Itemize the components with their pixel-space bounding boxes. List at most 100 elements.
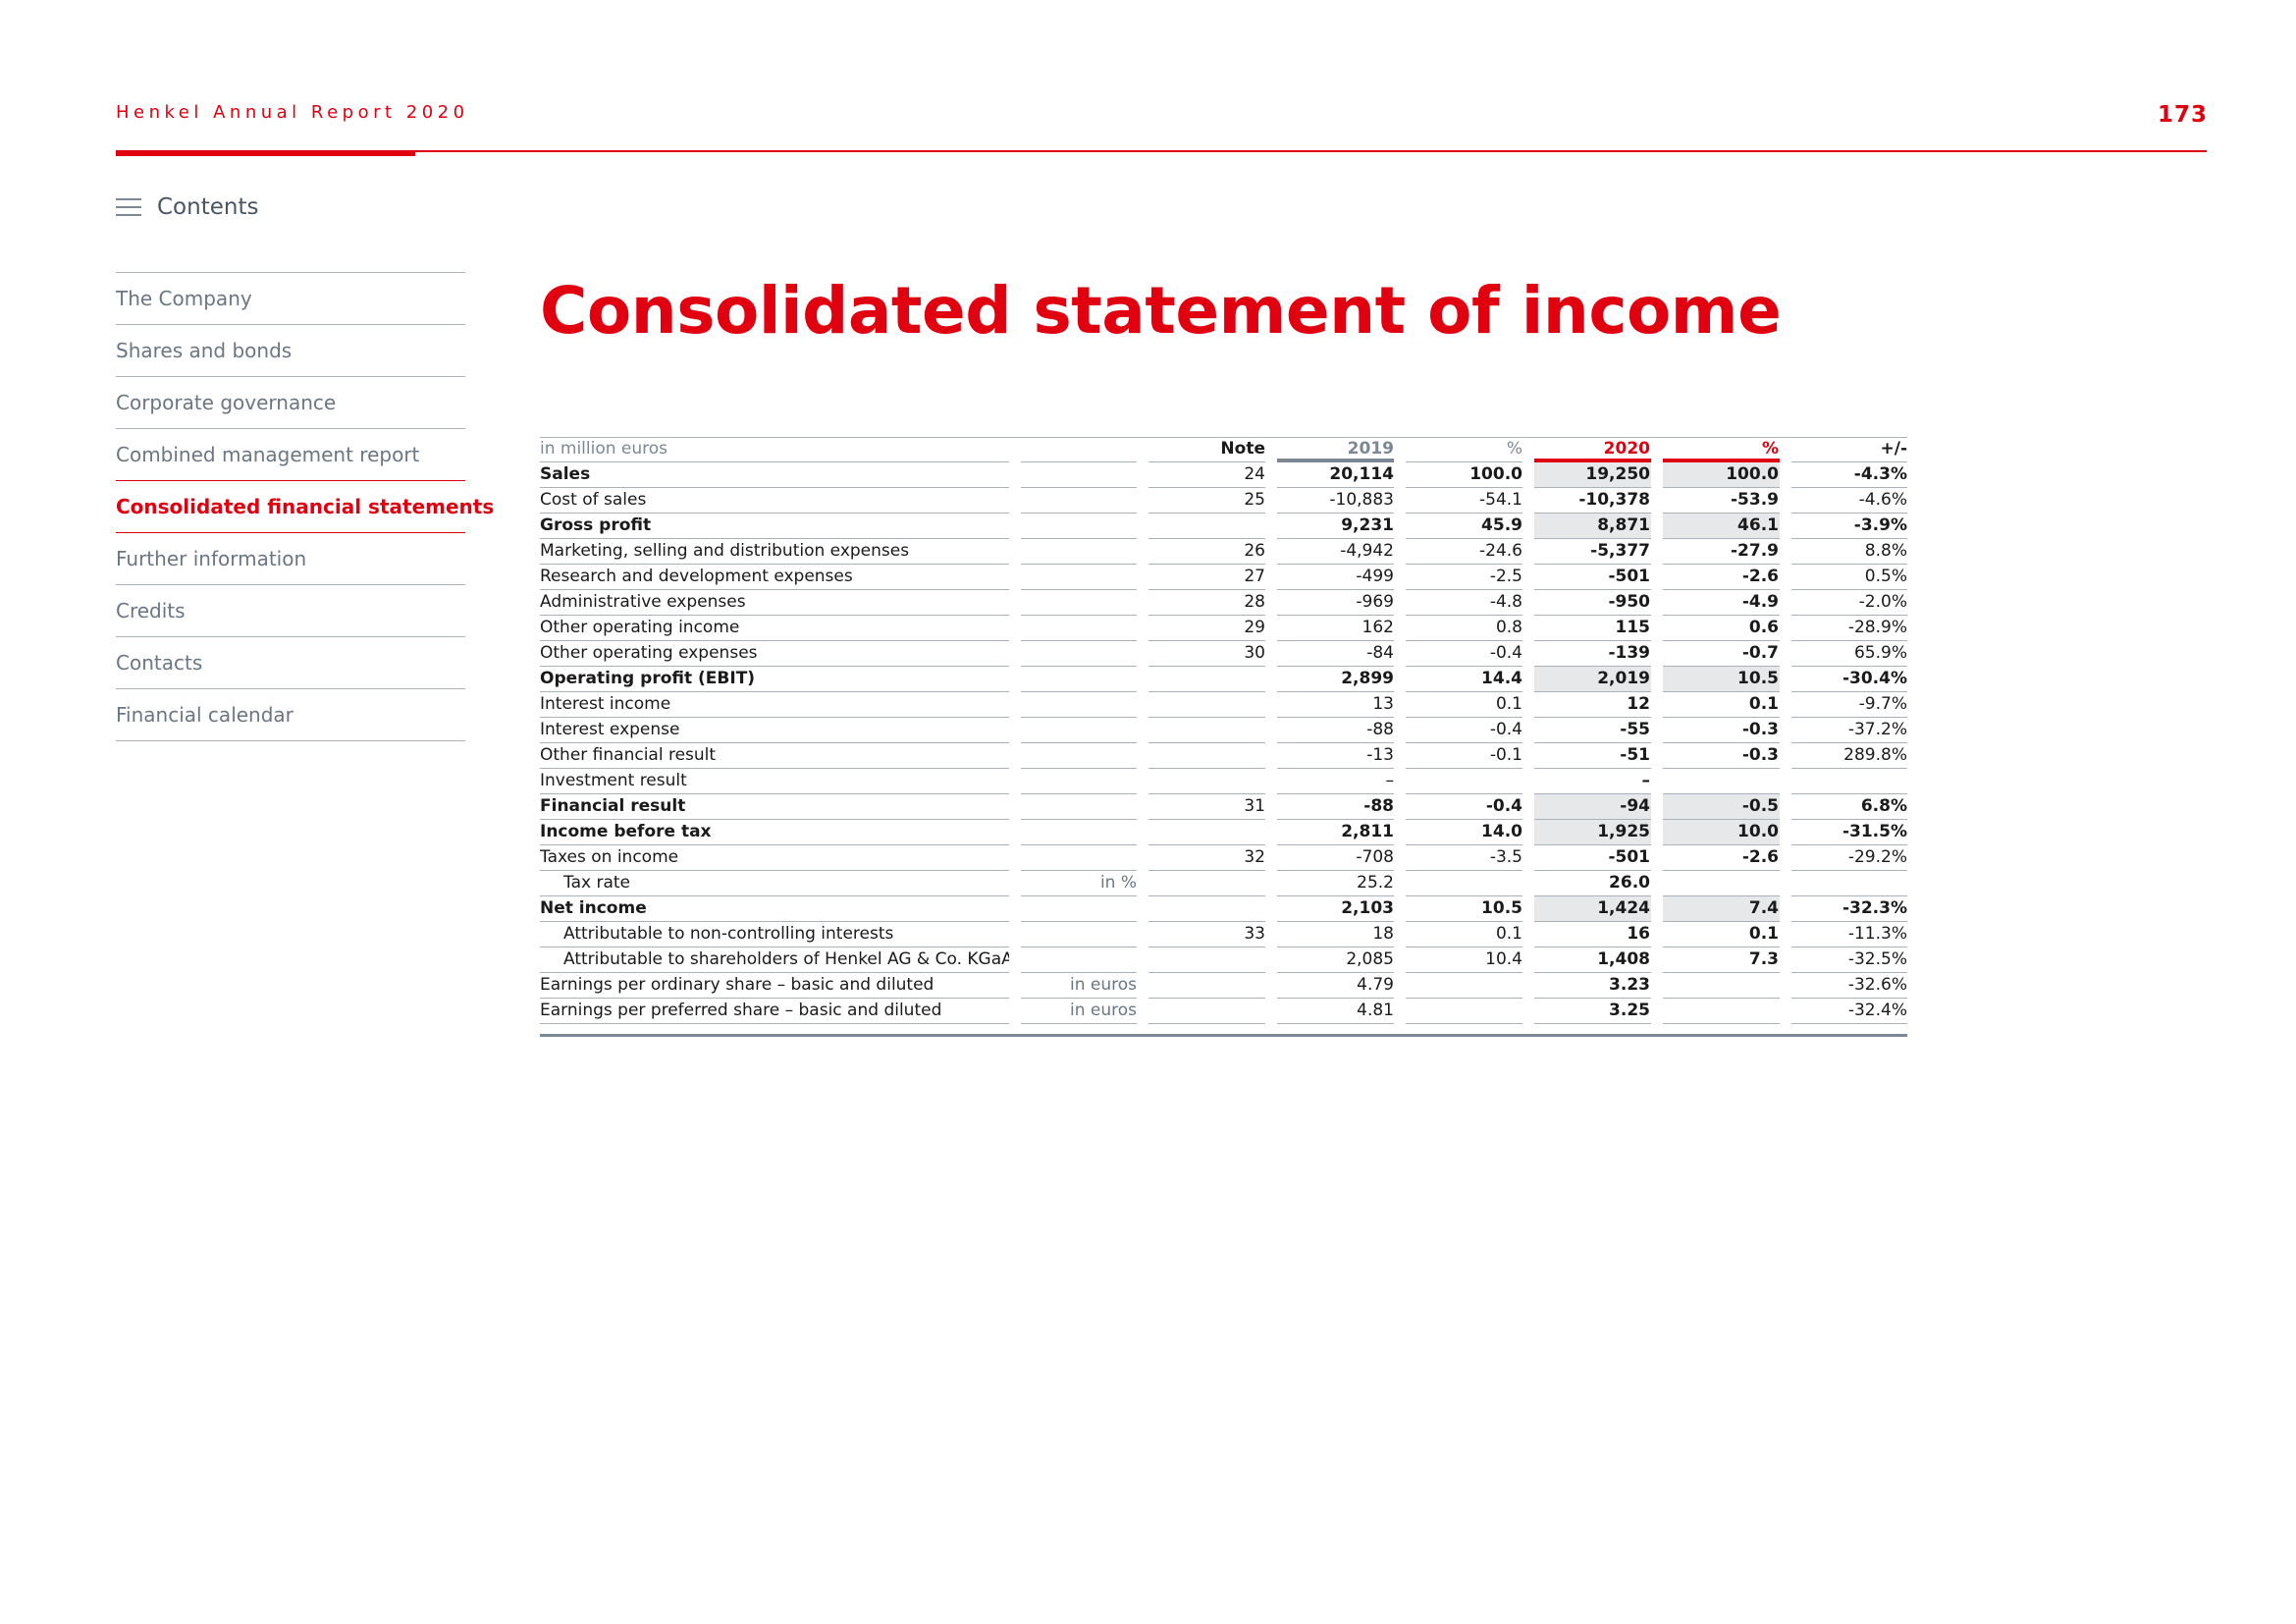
change-value: -4.3% bbox=[1791, 462, 1907, 488]
row-note bbox=[1148, 820, 1265, 845]
contents-button[interactable]: Contents bbox=[116, 194, 258, 220]
value-2020: -10,378 bbox=[1534, 488, 1651, 514]
percent-2019: 14.4 bbox=[1406, 667, 1522, 692]
value-2019: 2,899 bbox=[1277, 667, 1394, 692]
table-row: Cost of sales 25 -10,883 -54.1 -10,378 -53.9-… bbox=[540, 488, 1907, 514]
row-unit bbox=[1021, 896, 1137, 922]
table-row: Administrative expenses 28 -969 -4.8 -950 -4.… bbox=[540, 590, 1907, 616]
table-row: Other operating income 29 162 0.8 115 0.6 -28.… bbox=[540, 616, 1907, 641]
row-unit bbox=[1021, 922, 1137, 947]
percent-2019: -54.1 bbox=[1406, 488, 1522, 514]
row-label: Net income bbox=[540, 896, 1009, 922]
row-label: Interest expense bbox=[540, 718, 1009, 743]
sidebar-item-shares-and-bonds[interactable]: Shares and bonds bbox=[116, 324, 465, 376]
sidebar-item-financial-calendar[interactable]: Financial calendar bbox=[116, 688, 465, 740]
row-note bbox=[1148, 514, 1265, 539]
percent-2019: -0.1 bbox=[1406, 743, 1522, 769]
value-2019: -499 bbox=[1277, 565, 1394, 590]
row-note bbox=[1148, 718, 1265, 743]
row-label: Taxes on income bbox=[540, 845, 1009, 871]
percent-2019: 0.1 bbox=[1406, 692, 1522, 718]
change-value: -37.2% bbox=[1791, 718, 1907, 743]
table-row: Other financial result -13 -0.1 -51 -0.3 289.… bbox=[540, 743, 1907, 769]
table-row: Financial result 31 -88 -0.4 -94 -0.5 6.8% bbox=[540, 794, 1907, 820]
sidebar-item-credits[interactable]: Credits bbox=[116, 584, 465, 636]
header-units: in million euros bbox=[540, 437, 1009, 462]
report-title: Henkel Annual Report 2020 bbox=[116, 102, 469, 123]
row-label: Gross profit bbox=[540, 514, 1009, 539]
row-label: Earnings per preferred share – basic and… bbox=[540, 999, 1009, 1024]
table-row: Interest income 13 0.1 12 0.1 -9.7% bbox=[540, 692, 1907, 718]
value-2020: -501 bbox=[1534, 565, 1651, 590]
sidebar-item-consolidated-financial-statements[interactable]: Consolidated financial statements bbox=[116, 480, 494, 532]
row-label: Administrative expenses bbox=[540, 590, 1009, 616]
row-label: Attributable to shareholders of Henkel A… bbox=[540, 947, 1009, 973]
percent-2019: 10.5 bbox=[1406, 896, 1522, 922]
row-unit: in % bbox=[1021, 871, 1137, 896]
change-value bbox=[1791, 769, 1907, 794]
row-note: 29 bbox=[1148, 616, 1265, 641]
row-label: Sales bbox=[540, 462, 1009, 488]
percent-2020 bbox=[1663, 769, 1780, 794]
value-2019: -10,883 bbox=[1277, 488, 1394, 514]
value-2019: -4,942 bbox=[1277, 539, 1394, 565]
percent-2019: -2.5 bbox=[1406, 565, 1522, 590]
row-note: 33 bbox=[1148, 922, 1265, 947]
header-pct-2020: % bbox=[1663, 437, 1780, 462]
sidebar-item-the-company[interactable]: The Company bbox=[116, 272, 465, 324]
header-2019: 2019 bbox=[1277, 437, 1394, 462]
page-number: 173 bbox=[2157, 102, 2208, 128]
value-2020: 8,871 bbox=[1534, 514, 1651, 539]
row-note bbox=[1148, 692, 1265, 718]
row-unit bbox=[1021, 769, 1137, 794]
percent-2019: -0.4 bbox=[1406, 718, 1522, 743]
percent-2019: -0.4 bbox=[1406, 641, 1522, 667]
table-row: Earnings per ordinary share – basic and … bbox=[540, 973, 1907, 999]
percent-2020: -0.5 bbox=[1663, 794, 1780, 820]
sidebar-item-further-information[interactable]: Further information bbox=[116, 532, 465, 584]
header-divider bbox=[116, 150, 2207, 152]
row-note bbox=[1148, 896, 1265, 922]
sidebar-item-contacts[interactable]: Contacts bbox=[116, 636, 465, 688]
percent-2020: -53.9 bbox=[1663, 488, 1780, 514]
value-2019: 20,114 bbox=[1277, 462, 1394, 488]
percent-2020: 10.0 bbox=[1663, 820, 1780, 845]
row-unit bbox=[1021, 565, 1137, 590]
sidebar-item-combined-management-report[interactable]: Combined management report bbox=[116, 428, 465, 480]
row-unit bbox=[1021, 641, 1137, 667]
table-row: Taxes on income 32 -708 -3.5 -501 -2.6 -29.2% bbox=[540, 845, 1907, 871]
value-2019: -969 bbox=[1277, 590, 1394, 616]
change-value: 65.9% bbox=[1791, 641, 1907, 667]
percent-2020: -27.9 bbox=[1663, 539, 1780, 565]
percent-2020 bbox=[1663, 999, 1780, 1024]
percent-2019 bbox=[1406, 871, 1522, 896]
percent-2020: 46.1 bbox=[1663, 514, 1780, 539]
row-unit bbox=[1021, 794, 1137, 820]
table-row: Attributable to shareholders of Henkel A… bbox=[540, 947, 1907, 973]
sidebar-item-corporate-governance[interactable]: Corporate governance bbox=[116, 376, 465, 428]
table-top-rule bbox=[540, 437, 1907, 438]
row-unit bbox=[1021, 590, 1137, 616]
value-2020: 1,424 bbox=[1534, 896, 1651, 922]
row-unit bbox=[1021, 820, 1137, 845]
percent-2019 bbox=[1406, 999, 1522, 1024]
row-note bbox=[1148, 667, 1265, 692]
row-label: Marketing, selling and distribution expe… bbox=[540, 539, 1009, 565]
value-2019: 2,811 bbox=[1277, 820, 1394, 845]
change-value: -32.3% bbox=[1791, 896, 1907, 922]
percent-2020: 0.6 bbox=[1663, 616, 1780, 641]
percent-2020: 0.1 bbox=[1663, 922, 1780, 947]
table-bottom-rule bbox=[540, 1034, 1907, 1037]
change-value bbox=[1791, 871, 1907, 896]
row-unit bbox=[1021, 743, 1137, 769]
row-unit bbox=[1021, 692, 1137, 718]
change-value: -2.0% bbox=[1791, 590, 1907, 616]
value-2019: -88 bbox=[1277, 718, 1394, 743]
value-2020: 2,019 bbox=[1534, 667, 1651, 692]
row-unit bbox=[1021, 462, 1137, 488]
change-value: -32.4% bbox=[1791, 999, 1907, 1024]
row-note: 32 bbox=[1148, 845, 1265, 871]
value-2020: 26.0 bbox=[1534, 871, 1651, 896]
row-note: 25 bbox=[1148, 488, 1265, 514]
change-value: 6.8% bbox=[1791, 794, 1907, 820]
